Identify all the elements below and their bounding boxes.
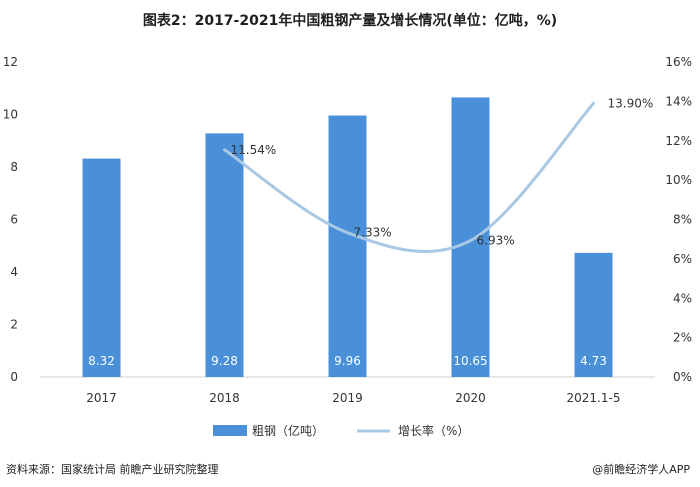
y-right-tick-label: 12% (665, 134, 692, 148)
y-right-tick-label: 0% (673, 370, 692, 384)
y-right-tick-label: 8% (673, 213, 692, 227)
bar-value-label: 4.73 (580, 354, 607, 368)
legend-bar-label: 粗钢（亿吨） (252, 423, 324, 438)
y-left-tick-label: 4 (10, 265, 18, 279)
source-note: 资料来源：国家统计局 前瞻产业研究院整理 (6, 463, 219, 476)
chart-title: 图表2：2017-2021年中国粗钢产量及增长情况(单位：亿吨，%) (142, 13, 558, 29)
bar-series (82, 97, 613, 378)
growth-rate-line (223, 101, 595, 253)
y-left-tick-label: 10 (3, 108, 18, 122)
y-left-tick-label: 2 (10, 318, 18, 332)
y-right-tick-label: 4% (673, 291, 692, 305)
x-tick-label: 2018 (209, 391, 240, 405)
y-left-tick-label: 8 (10, 160, 18, 174)
growth-rate-label: 11.54% (231, 143, 277, 157)
bar (574, 252, 613, 377)
legend-bar-swatch (213, 425, 247, 436)
bar-value-label: 9.96 (334, 354, 361, 368)
bar (205, 133, 244, 377)
x-tick-label: 2020 (455, 391, 486, 405)
y-right-tick-label: 16% (665, 55, 692, 69)
axes: 0 2 4 6 8 10 12 0% 2% 4% 6% 8% 10% 12% 14% 16% 2017 2018 2… (3, 55, 692, 405)
y-right-tick-label: 14% (665, 94, 692, 108)
legend: 粗钢（亿吨） 增长率（%） (213, 423, 469, 438)
bar (451, 97, 490, 377)
y-left-tick-label: 0 (10, 370, 18, 384)
y-right-tick-label: 2% (673, 331, 692, 345)
y-left-tick-label: 6 (10, 213, 18, 227)
y-left-tick-label: 12 (3, 55, 18, 69)
y-right-tick-label: 6% (673, 252, 692, 266)
credit-note: @前瞻经济学人APP (592, 463, 690, 476)
bar-value-label: 10.65 (453, 354, 487, 368)
bar-value-label: 8.32 (88, 354, 115, 368)
x-tick-label: 2017 (86, 391, 117, 405)
bar (82, 158, 121, 377)
growth-rate-label: 7.33% (354, 226, 392, 240)
growth-rate-label: 13.90% (608, 96, 654, 110)
line-series (223, 101, 595, 253)
growth-rate-label: 6.93% (477, 234, 515, 248)
x-tick-label: 2019 (332, 391, 363, 405)
legend-line-label: 增长率（%） (398, 423, 469, 438)
y-right-tick-label: 10% (665, 173, 692, 187)
bar-value-label: 9.28 (211, 354, 238, 368)
data-labels: 8.32 9.28 9.96 10.65 4.73 11.54% 7.33% 6.93% 13.… (88, 96, 653, 368)
x-tick-label: 2021.1-5 (567, 391, 621, 405)
bar (328, 115, 367, 378)
